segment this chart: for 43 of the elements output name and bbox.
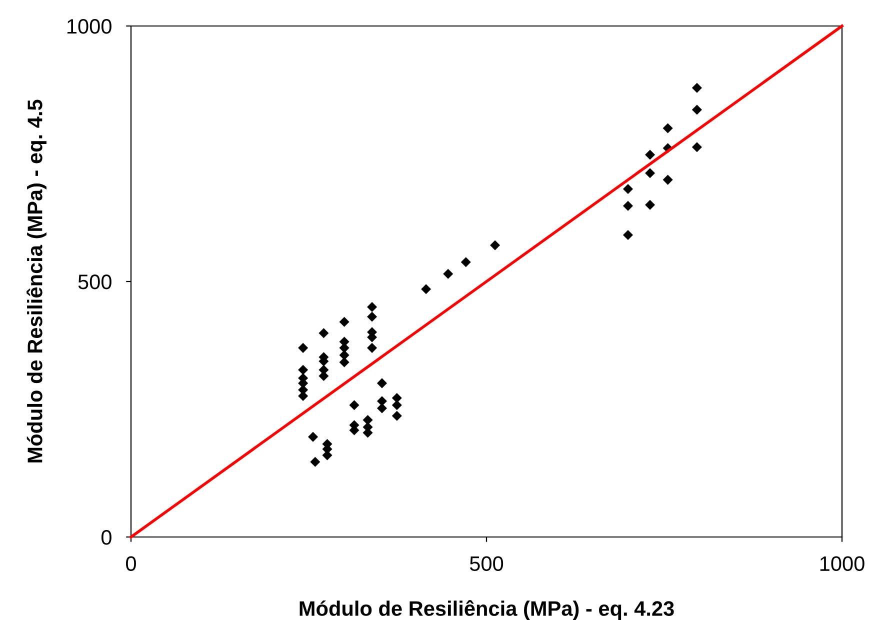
point xyxy=(339,357,350,368)
point xyxy=(692,142,702,152)
point xyxy=(443,268,454,279)
point xyxy=(392,410,402,421)
point xyxy=(421,284,432,294)
point xyxy=(339,350,350,360)
point xyxy=(692,104,702,115)
y-tick-label: 1000 xyxy=(67,19,112,34)
point xyxy=(376,403,387,414)
point xyxy=(298,342,308,353)
point xyxy=(622,184,633,194)
x-tick-label: 0 xyxy=(126,556,136,572)
point xyxy=(392,393,402,404)
point xyxy=(376,378,387,388)
point xyxy=(318,371,329,382)
point xyxy=(308,432,318,442)
point xyxy=(622,200,633,211)
point xyxy=(310,456,320,467)
point xyxy=(645,150,656,160)
point xyxy=(645,168,656,178)
point xyxy=(367,302,378,312)
y-tick-label: 500 xyxy=(78,274,112,290)
point xyxy=(622,230,633,240)
point xyxy=(392,400,402,410)
point xyxy=(318,328,329,338)
point xyxy=(339,316,350,327)
x-tick-label: 1000 xyxy=(820,556,864,572)
point xyxy=(662,174,673,185)
y-tick-label: 0 xyxy=(101,530,112,545)
point xyxy=(349,400,360,410)
point xyxy=(662,123,673,134)
x-tick-label: 500 xyxy=(470,556,504,572)
point xyxy=(460,257,471,268)
y-axis-title: Módulo de Resiliência (MPa) - eq. 4.5 xyxy=(26,100,46,462)
point xyxy=(376,396,387,406)
point xyxy=(362,414,373,425)
point xyxy=(645,200,656,210)
x-axis-title: Módulo de Resiliência (MPa) - eq. 4.23 xyxy=(300,600,674,620)
point xyxy=(692,82,702,93)
point xyxy=(490,240,500,250)
point xyxy=(367,342,378,353)
point xyxy=(367,312,378,322)
point xyxy=(298,364,308,375)
